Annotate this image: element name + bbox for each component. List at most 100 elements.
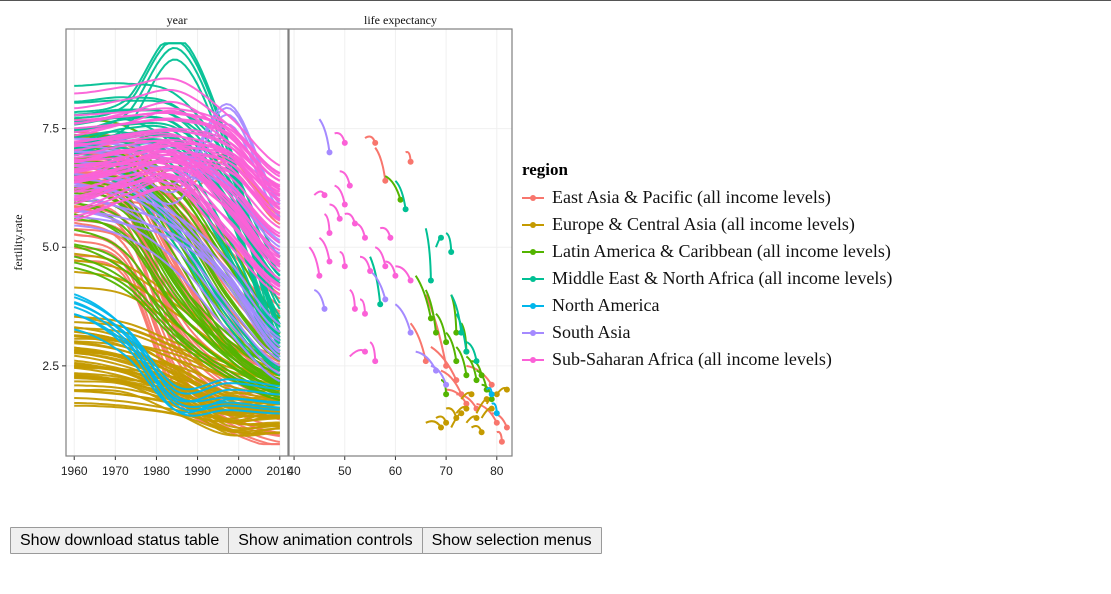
point-east <box>488 381 495 388</box>
x-tick-label: 40 <box>287 464 301 478</box>
point-sub-saharan <box>387 234 394 241</box>
panel-border <box>288 28 513 457</box>
point-middle <box>473 358 480 365</box>
point-middle <box>427 277 434 284</box>
x-tick-label: 1960 <box>61 464 88 478</box>
x-tick-label: 1990 <box>184 464 211 478</box>
trail-middle <box>424 228 432 281</box>
legend-label: Europe & Central Asia (all income levels… <box>552 214 855 234</box>
point-sub-saharan <box>382 263 389 270</box>
y-axis-label: fertility.rate <box>11 214 25 270</box>
series-line-south <box>74 209 281 339</box>
point-sub-saharan <box>351 305 358 312</box>
point-south <box>326 149 333 156</box>
trail-sub-saharan <box>308 246 321 276</box>
legend-key <box>522 356 544 363</box>
series-line-south <box>74 224 281 382</box>
x-tick-label: 50 <box>338 464 352 478</box>
series-line-europe <box>74 402 280 423</box>
point-sub-saharan <box>362 348 368 355</box>
legend-item[interactable]: Middle East & North Africa (all income l… <box>522 265 892 292</box>
series-line-middle <box>74 173 281 383</box>
trail-east <box>430 346 458 381</box>
point-latin <box>427 315 434 322</box>
series-line-latin <box>74 202 281 383</box>
legend-label: Middle East & North Africa (all income l… <box>552 268 893 288</box>
legend-item[interactable]: Europe & Central Asia (all income levels… <box>522 211 892 238</box>
trail-middle <box>394 180 407 210</box>
point-latin <box>443 391 450 398</box>
legend-item[interactable]: East Asia & Pacific (all income levels) <box>522 184 892 211</box>
point-latin <box>433 329 439 336</box>
series-line-south <box>74 177 281 354</box>
trail-middle <box>455 313 468 352</box>
point-sub-saharan <box>321 192 328 199</box>
series-line-sub-saharan <box>73 179 281 292</box>
trail-middle <box>450 294 463 333</box>
strip-label: life expectancy <box>364 13 437 27</box>
series-line-south <box>74 182 281 326</box>
series-line-sub-saharan <box>74 119 281 196</box>
trail-sub-saharan <box>318 236 331 262</box>
point-east <box>372 139 379 146</box>
legend: region East Asia & Pacific (all income l… <box>522 160 892 373</box>
trail-east <box>424 294 448 367</box>
point-europe <box>463 405 470 412</box>
legend-item[interactable]: South Asia <box>522 319 892 346</box>
point-middle <box>438 234 444 241</box>
trail-south <box>318 118 331 153</box>
trail-latin <box>455 346 468 376</box>
series-line-north <box>73 293 280 405</box>
point-north <box>493 410 500 417</box>
legend-item[interactable]: North America <box>522 292 892 319</box>
panel-background <box>289 29 512 456</box>
show-animation-controls-button[interactable]: Show animation controls <box>228 527 423 554</box>
series-line-sub-saharan <box>74 100 281 182</box>
series-line-europe <box>74 359 280 415</box>
legend-item[interactable]: Sub-Saharan Africa (all income levels) <box>522 346 892 373</box>
point-sub-saharan <box>326 230 333 236</box>
series-line-europe <box>74 380 280 432</box>
series-line-europe <box>74 346 280 405</box>
point-middle <box>402 206 409 213</box>
legend-key <box>522 329 544 336</box>
show-selection-menus-button[interactable]: Show selection menus <box>421 527 602 554</box>
legend-item[interactable]: Latin America & Caribbean (all income le… <box>522 238 892 265</box>
series-line-latin <box>73 245 281 390</box>
point-south <box>407 329 414 336</box>
point-europe <box>478 429 485 436</box>
y-tick-label: 7.5 <box>42 122 59 136</box>
series-line-sub-saharan <box>74 153 281 244</box>
point-sub-saharan <box>372 358 379 365</box>
trail-latin <box>445 331 458 362</box>
x-tick-label: 60 <box>389 464 403 478</box>
legend-key <box>522 221 544 228</box>
legend-label: Sub-Saharan Africa (all income levels) <box>552 349 832 369</box>
y-tick-label: 5.0 <box>42 240 59 254</box>
trail-latin <box>465 355 478 381</box>
series-line-sub-saharan <box>74 150 281 216</box>
panel-border <box>65 28 289 457</box>
legend-key <box>522 302 544 309</box>
legend-label: South Asia <box>552 322 631 342</box>
point-east <box>503 424 510 431</box>
point-sub-saharan <box>341 201 348 208</box>
series-line-sub-saharan <box>74 140 281 209</box>
y-tick-label: 2.5 <box>42 359 59 373</box>
trail-latin <box>414 275 432 319</box>
trail-latin <box>384 175 402 201</box>
series-line-sub-saharan <box>74 174 281 273</box>
trail-south <box>394 303 412 333</box>
series-line-sub-saharan <box>74 157 281 220</box>
trail-east <box>440 369 463 395</box>
series-line-sub-saharan <box>74 129 281 203</box>
series-line-sub-saharan <box>74 77 281 167</box>
panel-year <box>66 29 288 456</box>
point-sub-saharan <box>362 234 368 241</box>
series-line-sub-saharan <box>74 141 281 257</box>
show-download-status-button[interactable]: Show download status table <box>10 527 230 554</box>
point-latin <box>453 329 460 336</box>
point-sub-saharan <box>341 139 348 146</box>
legend-label: North America <box>552 295 660 315</box>
series-line-sub-saharan <box>74 168 281 286</box>
